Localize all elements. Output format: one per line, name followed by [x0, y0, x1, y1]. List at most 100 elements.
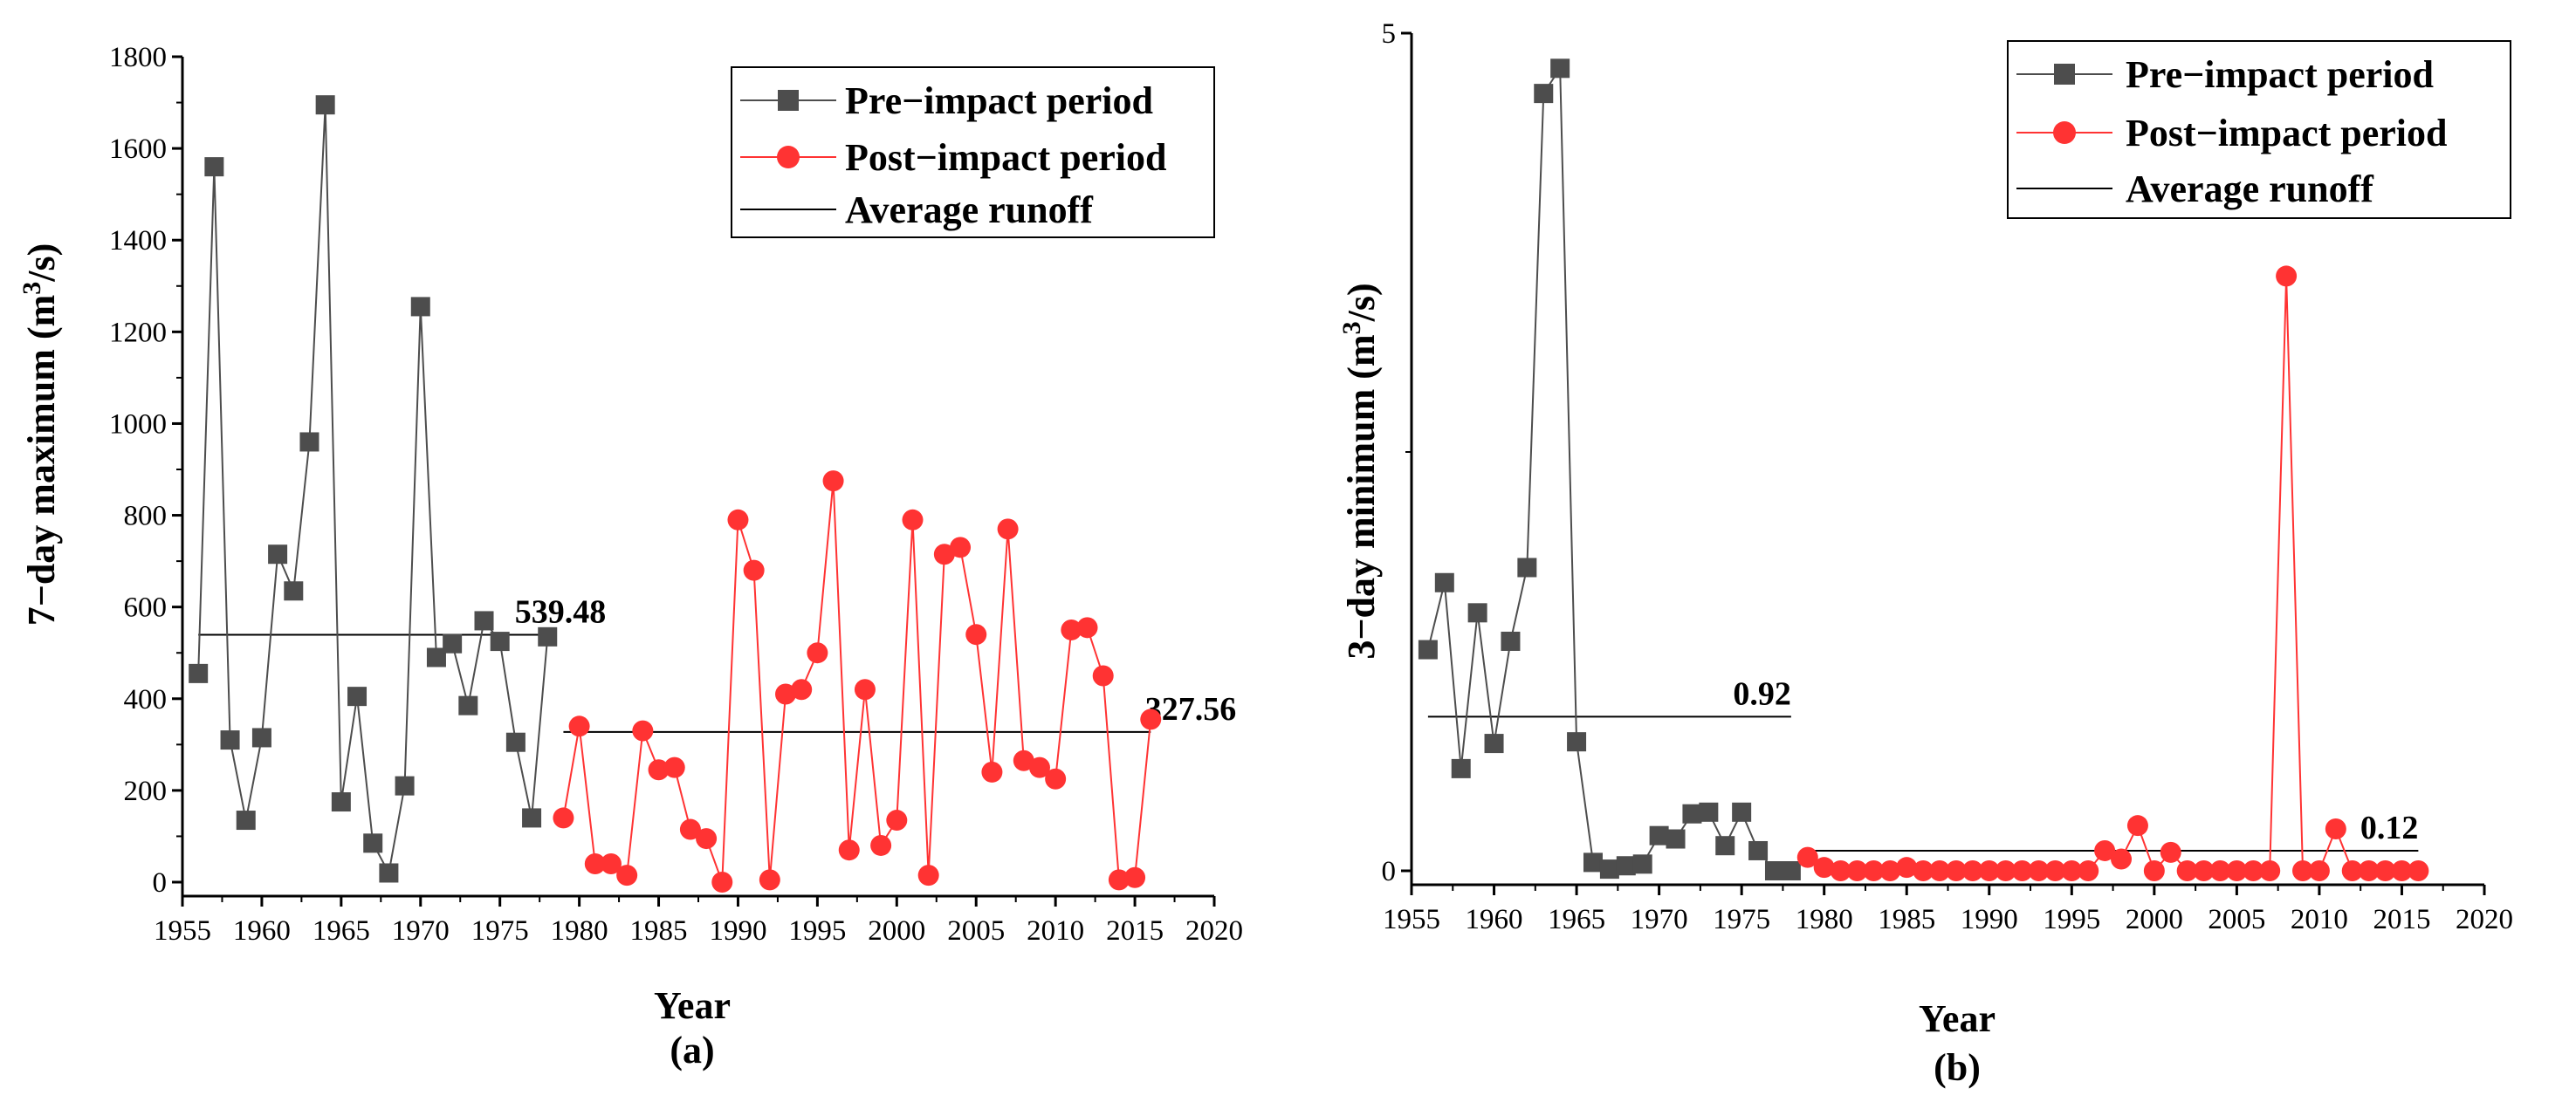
x-tick-label: 2000 [2126, 904, 2183, 935]
pre-impact-data-point [1764, 861, 1784, 880]
x-tick-label: 2015 [1106, 915, 1164, 947]
x-tick-label: 1990 [1961, 904, 2018, 935]
post-impact-data-point [2044, 860, 2066, 881]
panel-a-panel-label: (a) [670, 1029, 714, 1071]
post-impact-data-point [950, 537, 972, 558]
post-impact-data-point [2358, 860, 2380, 881]
post-impact-data-point [1028, 756, 1050, 778]
post-impact-data-point [822, 470, 844, 492]
average-value-label: 0.12 [2360, 810, 2419, 846]
pre-impact-data-point [284, 581, 304, 601]
pre-impact-data-point [268, 544, 288, 565]
pre-impact-data-point [299, 432, 319, 452]
post-impact-data-point [2391, 860, 2413, 881]
post-impact-data-point [616, 865, 638, 887]
post-impact-data-point [2094, 839, 2116, 861]
pre-impact-data-point [315, 95, 335, 115]
post-impact-data-point [1879, 860, 1901, 881]
x-tick-label: 1960 [233, 915, 291, 947]
post-impact-data-point [1076, 617, 1098, 639]
post-impact-data-point [2408, 860, 2429, 881]
panel-b-ticks: 1955 1960 1965 1970 1975 1980 1985 1990 1995 2000… [1382, 18, 2514, 935]
post-impact-data-point [759, 869, 780, 891]
post-impact-data-point [2276, 265, 2298, 287]
x-tick-label: 2020 [1185, 915, 1243, 947]
post-impact-data-point [2061, 860, 2083, 881]
post-impact-series-line [1807, 276, 2419, 873]
pre-impact-data-point [505, 732, 526, 752]
post-impact-data-point [600, 852, 622, 874]
pre-impact-data-point [426, 647, 446, 667]
x-tick-label: 1980 [1796, 904, 1853, 935]
post-impact-data-point [696, 828, 718, 850]
y-tick-label: 1600 [109, 133, 167, 165]
panel-b-average-lines: 0.92 0.12 [1427, 675, 2419, 852]
pre-impact-data-point [1599, 859, 1619, 880]
panel-b-legend-pre-marker [2054, 64, 2075, 85]
pre-impact-data-point [443, 633, 463, 654]
post-impact-data-point [663, 756, 685, 778]
panel-a-legend-avg-label: Average runoff [845, 188, 1094, 231]
panel-a-ticks: 1955 1960 1965 1970 1975 1980 1985 1990 1995 2000… [109, 42, 1243, 947]
pre-impact-data-point [363, 833, 383, 853]
pre-impact-data-point [1484, 734, 1504, 754]
panel-b-x-axis-label: Year [1919, 997, 1996, 1040]
pre-impact-data-point [1632, 854, 1652, 874]
post-impact-data-point [2226, 860, 2248, 881]
post-impact-data-point [854, 679, 876, 701]
panel-a-legend-post-label: Post−impact period [845, 136, 1166, 179]
panel-a-legend-pre-label: Pre−impact period [845, 79, 1153, 122]
pre-impact-data-point [538, 626, 558, 647]
y-tick-label: 400 [124, 684, 168, 715]
pre-impact-data-point [1467, 603, 1487, 623]
post-impact-data-point [1796, 846, 1818, 868]
pre-impact-data-point [1451, 758, 1471, 778]
pre-impact-data-point [379, 863, 399, 883]
post-impact-data-point [886, 810, 908, 832]
x-tick-label: 2020 [2456, 904, 2513, 935]
x-tick-label: 1955 [1383, 904, 1440, 935]
pre-impact-data-point [1748, 840, 1769, 860]
x-tick-label: 1990 [709, 915, 766, 947]
post-impact-data-point [838, 839, 860, 861]
post-impact-series-line [562, 481, 1152, 883]
pre-impact-data-point [395, 776, 415, 796]
x-tick-label: 1970 [1631, 904, 1688, 935]
post-impact-data-point [2292, 860, 2314, 881]
post-impact-data-point [917, 865, 939, 887]
post-impact-data-point [1978, 860, 2000, 881]
pre-impact-data-point [458, 695, 478, 715]
post-impact-data-point [1830, 860, 1851, 881]
panel-b-legend-post-label: Post−impact period [2126, 112, 2447, 154]
x-tick-label: 2000 [868, 915, 925, 947]
post-impact-data-point [1092, 665, 1114, 687]
pre-impact-data-point [189, 663, 209, 683]
post-impact-data-point [648, 759, 670, 781]
panel-b-panel-label: (b) [1934, 1046, 1981, 1089]
post-impact-data-point [791, 679, 813, 701]
post-impact-data-point [584, 852, 606, 874]
post-impact-data-point [1961, 860, 1983, 881]
panel-b-series [1418, 58, 2429, 881]
pre-impact-data-point [331, 792, 351, 812]
post-impact-data-point [2028, 860, 2050, 881]
pre-impact-data-point [347, 687, 368, 707]
x-tick-label: 2005 [2208, 904, 2265, 935]
pre-impact-data-point [1699, 802, 1719, 822]
post-impact-data-point [807, 642, 828, 664]
panel-b-legend: Pre−impact period Post−impact period Ave… [2007, 40, 2511, 219]
post-impact-data-point [2209, 860, 2231, 881]
y-tick-label: 800 [124, 501, 168, 532]
pre-impact-data-point [1550, 58, 1570, 79]
pre-impact-data-point [1715, 836, 1735, 856]
y-tick-label: 600 [124, 592, 168, 624]
pre-impact-data-point [1666, 829, 1686, 849]
post-impact-data-point [902, 509, 924, 531]
post-impact-data-point [981, 761, 1003, 783]
post-impact-data-point [2243, 860, 2264, 881]
x-tick-label: 2010 [1027, 915, 1084, 947]
x-tick-label: 1985 [630, 915, 688, 947]
post-impact-data-point [1045, 768, 1067, 790]
x-tick-label: 2015 [2373, 904, 2430, 935]
